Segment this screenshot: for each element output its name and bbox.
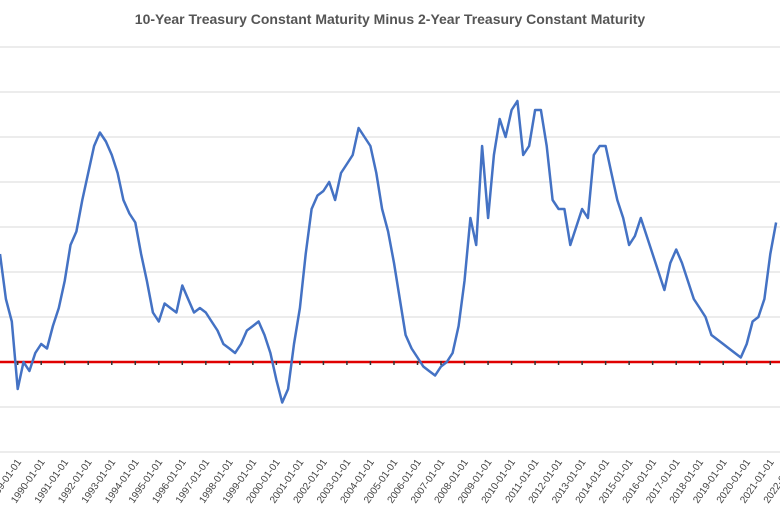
data-line <box>0 99 778 404</box>
chart-title: 10-Year Treasury Constant Maturity Minus… <box>135 11 646 27</box>
